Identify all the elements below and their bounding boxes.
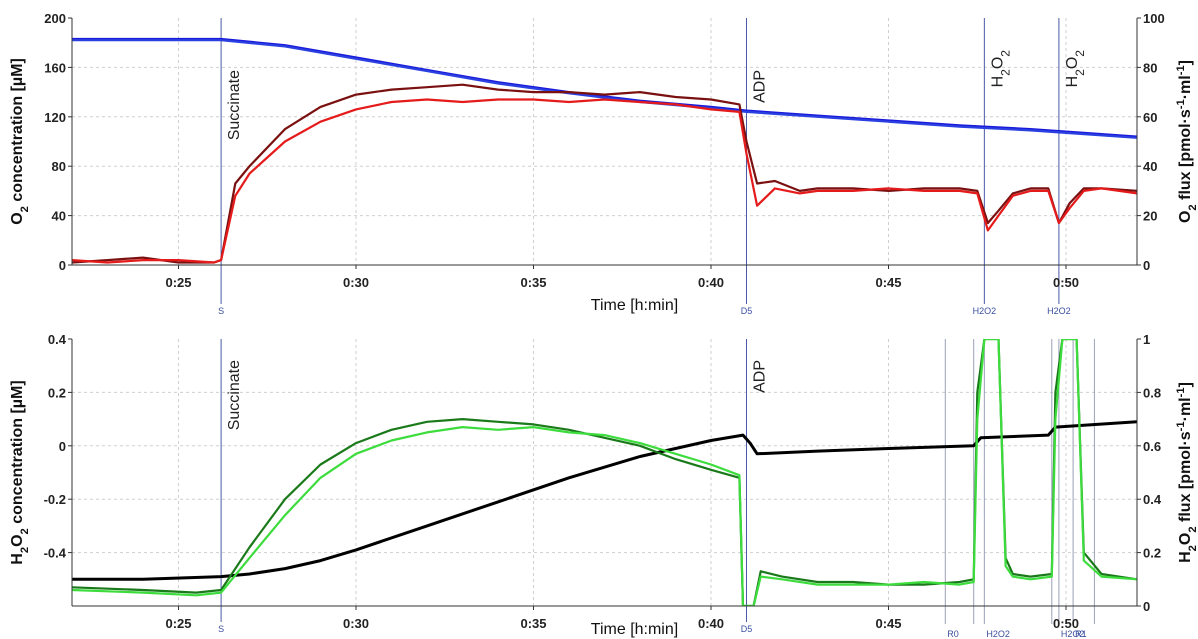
y2-tick-label: 0.2 xyxy=(1143,546,1161,561)
y-axis-title: O2 concentration [µM] xyxy=(9,58,31,225)
event-label: ADP xyxy=(752,360,769,393)
o2-chart: S Succinate D5 ADP H2O2 H2O2 H2O2 H2O2 0:25 0:30 0… xyxy=(9,11,1198,316)
y2-tick-label: 60 xyxy=(1143,110,1157,125)
event-label: Succinate xyxy=(226,70,243,140)
y2-axis-title: H2O2 flux [pmol·s-1·ml-1] xyxy=(1175,382,1198,563)
x-axis-title: Time [h:min] xyxy=(591,297,678,314)
x-tick-label: 0:25 xyxy=(165,616,191,631)
event-label: H2O2 xyxy=(989,50,1012,88)
event-marker-label: D5 xyxy=(741,306,753,316)
x-tick-label: 0:50 xyxy=(1053,275,1079,290)
series-group xyxy=(72,339,1137,606)
y2-tick-label: 0 xyxy=(1143,599,1150,614)
y-tick-label: -0.4 xyxy=(44,546,67,561)
y2-tick-label: 20 xyxy=(1143,209,1157,224)
y2-tick-label: 80 xyxy=(1143,60,1157,75)
y2-tick-label: 0.4 xyxy=(1143,492,1162,507)
event-label: ADP xyxy=(752,70,769,103)
event-marker-label: S xyxy=(218,624,224,634)
x-tick-label: 0:35 xyxy=(520,616,546,631)
y-tick-label: 0 xyxy=(59,439,66,454)
event-marker-label: H2O2 xyxy=(1047,306,1071,316)
y2-tick-label: 0.8 xyxy=(1143,385,1161,400)
y2-tick-label: 100 xyxy=(1143,11,1165,26)
series-line-2 xyxy=(72,339,1137,606)
x-tick-label: 0:40 xyxy=(698,616,724,631)
x-tick-label: 0:40 xyxy=(698,275,724,290)
y-tick-label: 80 xyxy=(52,159,66,174)
y-axis-title: H2O2 concentration [µM] xyxy=(9,380,31,564)
y-tick-label: 120 xyxy=(44,110,66,125)
x-tick-label: 0:35 xyxy=(520,275,546,290)
y2-tick-label: 0 xyxy=(1143,258,1150,273)
x-tick-label: 0:30 xyxy=(343,275,369,290)
event-label: H2O2 xyxy=(1064,50,1087,88)
y2-axis-title: O2 flux [pmol·s-1·ml-1] xyxy=(1175,60,1198,223)
x-tick-label: 0:45 xyxy=(875,616,901,631)
event-marker-label: D5 xyxy=(741,624,753,634)
y-tick-label: 200 xyxy=(44,11,66,26)
x-tick-label: 0:45 xyxy=(875,275,901,290)
y-tick-label: 0 xyxy=(59,258,66,273)
marker-label: H2O2 xyxy=(1061,629,1085,639)
y-tick-label: -0.2 xyxy=(44,492,66,507)
series-group xyxy=(72,37,1137,264)
series-line-2 xyxy=(72,83,1137,264)
marker-label: R1 xyxy=(1075,629,1087,639)
y2-tick-label: 40 xyxy=(1143,159,1157,174)
x-tick-label: 0:25 xyxy=(165,275,191,290)
x-tick-label: 0:30 xyxy=(343,616,369,631)
event-marker-label: S xyxy=(218,306,224,316)
y2-tick-label: 0.6 xyxy=(1143,439,1161,454)
marker-label: R0 xyxy=(947,629,959,639)
event-label: Succinate xyxy=(226,360,243,430)
y-tick-label: 160 xyxy=(44,60,66,75)
event-marker-label: H2O2 xyxy=(973,306,997,316)
y-tick-label: 0.4 xyxy=(48,332,67,347)
y-tick-label: 0.2 xyxy=(48,385,66,400)
marker-label: H2O2 xyxy=(986,629,1010,639)
y-tick-label: 40 xyxy=(52,209,66,224)
series-line-3 xyxy=(72,98,1137,264)
x-axis-title: Time [h:min] xyxy=(591,621,678,638)
y2-tick-label: 1 xyxy=(1143,332,1150,347)
x-tick-label: 0:50 xyxy=(1053,616,1079,631)
